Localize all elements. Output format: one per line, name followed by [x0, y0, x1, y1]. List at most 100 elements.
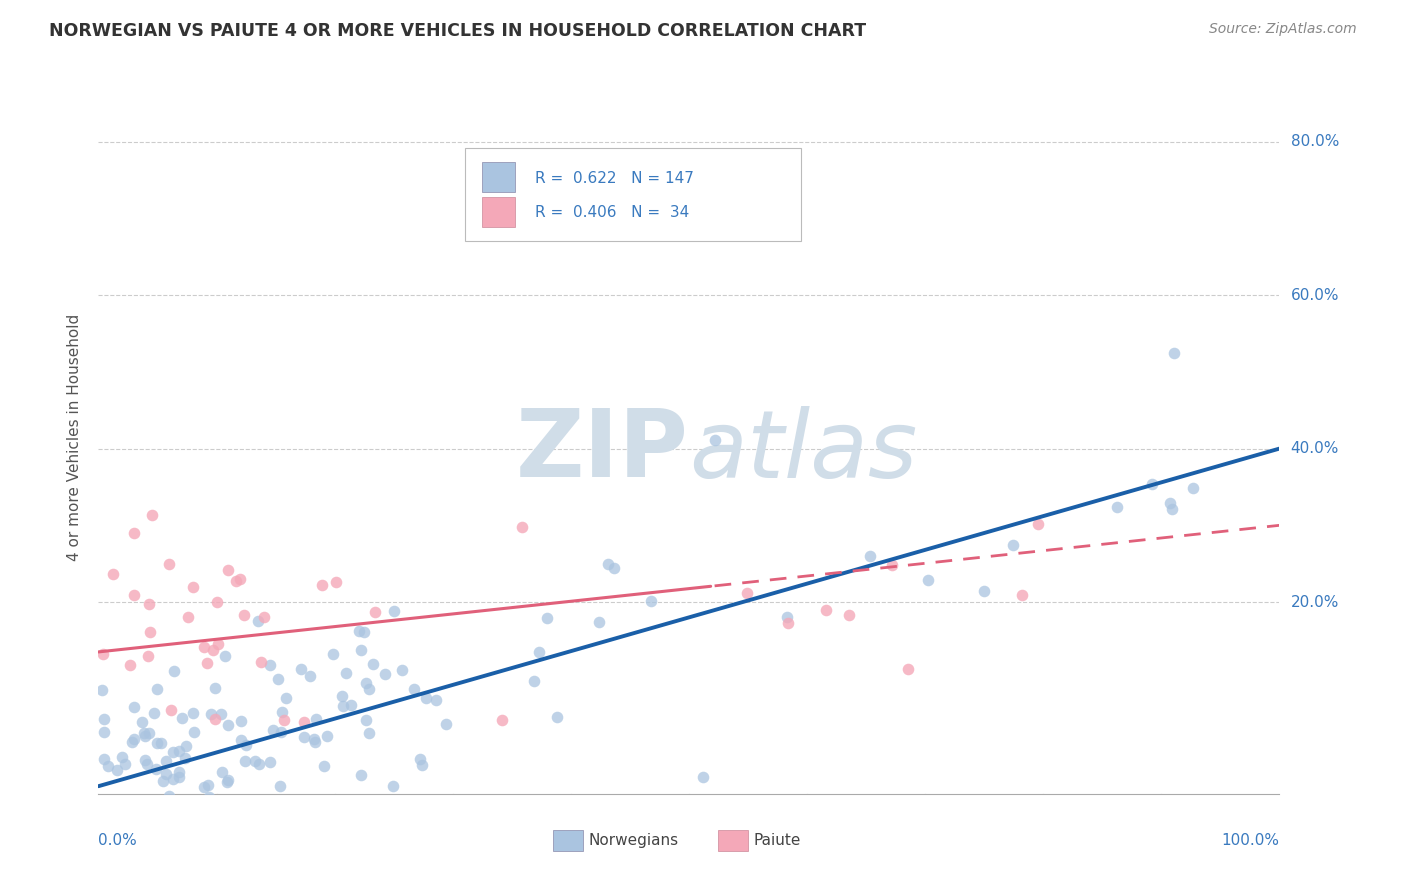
Point: [205, 595, 228, 609]
Point: [217, 774, 239, 789]
Point: [1163, 345, 1185, 359]
Point: [361, 808, 384, 822]
Point: [209, 706, 232, 721]
Point: [122, 588, 145, 602]
Point: [122, 732, 145, 747]
Point: [1001, 538, 1024, 552]
Point: [201, 643, 224, 657]
Point: [214, 649, 236, 664]
Point: [283, 812, 305, 826]
Point: [163, 665, 186, 679]
Point: [125, 843, 148, 857]
Point: [101, 567, 124, 582]
Point: [262, 723, 284, 737]
Point: [350, 643, 373, 657]
Point: [211, 764, 233, 779]
Point: [148, 802, 170, 816]
Point: [152, 773, 174, 788]
Point: [253, 610, 276, 624]
Point: [271, 705, 294, 719]
Point: [141, 508, 163, 522]
Point: [292, 730, 315, 744]
Text: atlas: atlas: [689, 406, 917, 497]
Point: [218, 804, 240, 818]
Point: [425, 693, 447, 707]
Point: [233, 754, 256, 768]
Point: [186, 794, 208, 808]
Text: 20.0%: 20.0%: [1291, 595, 1339, 609]
Point: [359, 726, 381, 740]
Point: [176, 830, 198, 844]
Point: [364, 605, 387, 619]
Point: [276, 691, 298, 706]
Point: [298, 669, 321, 683]
Point: [105, 763, 128, 777]
Point: [209, 797, 232, 811]
Point: [105, 879, 128, 892]
Point: [522, 673, 544, 688]
Point: [235, 738, 257, 752]
Point: [354, 713, 377, 727]
Point: [357, 681, 380, 696]
Point: [229, 572, 252, 586]
Point: [270, 725, 292, 739]
Point: [1142, 476, 1164, 491]
Point: [249, 655, 271, 669]
Point: [292, 714, 315, 729]
Point: [243, 754, 266, 768]
Bar: [482, 196, 516, 227]
Point: [354, 675, 377, 690]
Text: 80.0%: 80.0%: [1291, 134, 1339, 149]
FancyBboxPatch shape: [464, 148, 801, 241]
Point: [776, 615, 799, 630]
Text: R =  0.406   N =  34: R = 0.406 N = 34: [536, 205, 690, 219]
Point: [704, 433, 727, 447]
Point: [917, 574, 939, 588]
Point: [111, 750, 134, 764]
Point: [121, 735, 143, 749]
Point: [134, 729, 156, 743]
Point: [174, 739, 197, 753]
Point: [197, 778, 219, 792]
Point: [1181, 481, 1204, 495]
Point: [131, 715, 153, 730]
Point: [434, 716, 457, 731]
Point: [188, 847, 211, 861]
Point: [93, 856, 115, 871]
Text: Paiute: Paiute: [754, 833, 801, 848]
Point: [134, 753, 156, 767]
Point: [253, 809, 276, 823]
Point: [267, 672, 290, 686]
Point: [1011, 588, 1033, 602]
Point: [169, 765, 191, 780]
Point: [382, 604, 405, 618]
Point: [290, 662, 312, 676]
Point: [114, 757, 136, 772]
Point: [859, 549, 882, 564]
Bar: [553, 830, 582, 851]
Point: [512, 520, 534, 534]
Point: [138, 597, 160, 611]
Point: [409, 752, 432, 766]
Point: [330, 690, 353, 704]
Point: [269, 779, 291, 793]
Point: [302, 732, 325, 747]
Point: [232, 608, 254, 623]
Point: [349, 624, 371, 638]
Point: [259, 756, 281, 770]
Bar: [718, 830, 748, 851]
Point: [207, 637, 229, 651]
Point: [193, 640, 215, 655]
Point: [167, 744, 190, 758]
Point: [132, 855, 155, 869]
Text: R =  0.622   N = 147: R = 0.622 N = 147: [536, 170, 695, 186]
Point: [187, 814, 209, 828]
Point: [391, 664, 413, 678]
Point: [692, 770, 714, 784]
Point: [139, 624, 162, 639]
Point: [973, 584, 995, 599]
Point: [162, 772, 184, 786]
Point: [131, 847, 153, 861]
Point: [156, 831, 179, 846]
Point: [103, 813, 125, 827]
